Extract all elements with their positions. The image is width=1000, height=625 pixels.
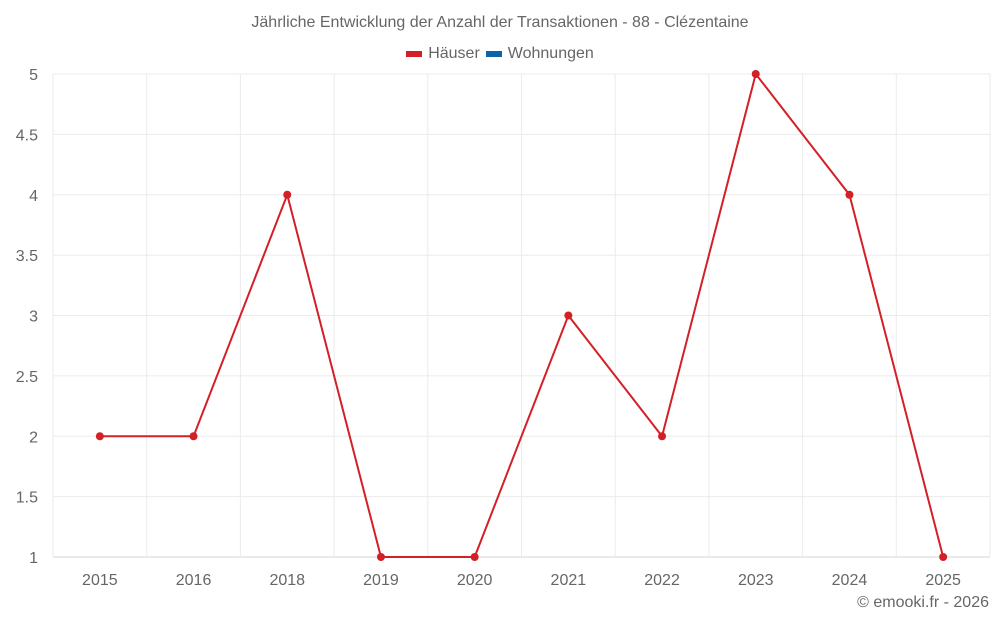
legend: Häuser Wohnungen [0, 45, 1000, 63]
data-point[interactable] [470, 553, 479, 561]
x-tick-label: 2016 [176, 572, 212, 589]
y-tick-label: 5 [29, 67, 38, 84]
data-point[interactable] [845, 190, 854, 199]
chart-title: Jährliche Entwicklung der Anzahl der Tra… [251, 14, 749, 31]
y-tick-label: 4.5 [16, 127, 38, 144]
legend-label-haeuser: Häuser [428, 45, 480, 62]
x-tick-label: 2023 [738, 572, 774, 589]
data-point[interactable] [564, 311, 573, 320]
x-tick-label: 2015 [82, 572, 118, 589]
credit-text: © emooki.fr - 2026 [857, 594, 989, 611]
data-point[interactable] [95, 432, 104, 441]
x-tick-label: 2018 [269, 572, 305, 589]
x-tick-label: 2025 [925, 572, 961, 589]
legend-item-haeuser[interactable]: Häuser [406, 45, 480, 63]
y-tick-label: 2 [29, 429, 38, 446]
y-tick-label: 4 [29, 188, 38, 205]
y-tick-label: 3 [29, 309, 38, 326]
y-tick-label: 3.5 [16, 248, 38, 265]
data-point[interactable] [751, 70, 760, 78]
x-tick-label: 2020 [457, 572, 493, 589]
data-point[interactable] [658, 432, 667, 441]
x-tick-label: 2019 [363, 572, 399, 589]
series-line [99, 71, 945, 558]
legend-swatch-haeuser-icon [406, 51, 423, 57]
legend-swatch-wohnungen-icon [485, 51, 502, 57]
data-point[interactable] [939, 553, 948, 561]
x-tick-label: 2022 [644, 572, 680, 589]
data-point[interactable] [283, 190, 292, 199]
x-tick-label: 2021 [551, 572, 587, 589]
data-point[interactable] [189, 432, 198, 441]
y-tick-label: 1 [29, 550, 38, 567]
y-tick-label: 2.5 [16, 369, 38, 386]
legend-label-wohnungen: Wohnungen [507, 45, 594, 62]
x-tick-label: 2024 [832, 572, 868, 589]
data-point[interactable] [376, 553, 385, 561]
legend-item-wohnungen[interactable]: Wohnungen [485, 45, 594, 63]
y-tick-label: 1.5 [16, 490, 38, 507]
